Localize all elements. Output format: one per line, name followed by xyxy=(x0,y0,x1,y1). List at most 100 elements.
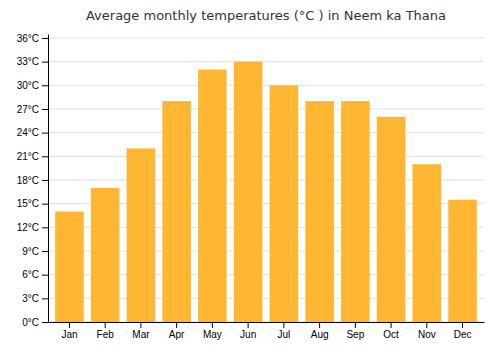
y-tick-mark xyxy=(42,62,48,63)
y-axis-line xyxy=(48,35,49,323)
grid-line xyxy=(48,156,484,157)
y-tick-label: 30°C xyxy=(17,80,39,91)
x-tick-label: Aug xyxy=(311,329,329,340)
bars xyxy=(55,62,477,322)
y-tick: 33°C xyxy=(17,56,48,67)
x-tick-mark xyxy=(462,322,463,328)
bar xyxy=(234,62,263,322)
y-tick-mark xyxy=(42,251,48,252)
x-tick-label: Feb xyxy=(97,329,115,340)
x-tick: Oct xyxy=(383,322,399,340)
x-tick-label: Jul xyxy=(277,329,290,340)
y-tick: 30°C xyxy=(17,80,48,91)
x-tick-mark xyxy=(319,322,320,328)
y-tick-mark xyxy=(42,38,48,39)
y-tick-mark xyxy=(42,156,48,157)
x-tick: Dec xyxy=(454,322,472,340)
bar xyxy=(162,101,191,322)
y-tick: 18°C xyxy=(17,175,48,186)
y-tick: 27°C xyxy=(17,104,48,115)
y-tick: 15°C xyxy=(17,198,48,209)
y-axis: 0°C 3°C 6°C 9°C 12°C 15°C 18°C 21°C 24°C 27°C 30°C… xyxy=(17,33,49,328)
grid-line xyxy=(48,37,484,38)
y-tick-label: 12°C xyxy=(17,222,39,233)
bar xyxy=(305,101,334,322)
x-tick-label: Dec xyxy=(454,329,472,340)
chart: Jan Feb Mar Apr May Jun Jul Aug Sep Oct Nov Dec 0°C 3… xyxy=(0,0,500,350)
bar xyxy=(198,70,227,322)
x-tick-label: Mar xyxy=(132,329,150,340)
grid-line xyxy=(48,85,484,86)
title: Average monthly temperatures (°C ) in Ne… xyxy=(86,8,446,23)
y-tick-label: 27°C xyxy=(17,104,39,115)
x-tick-mark xyxy=(391,322,392,328)
y-tick-mark xyxy=(42,322,48,323)
grid-line xyxy=(48,108,484,109)
y-tick-mark xyxy=(42,85,48,86)
bar xyxy=(127,148,156,322)
y-tick-mark xyxy=(42,298,48,299)
x-tick-mark xyxy=(212,322,213,328)
y-tick: 6°C xyxy=(22,269,48,280)
x-tick-label: Jan xyxy=(61,329,77,340)
y-tick-mark xyxy=(42,227,48,228)
bar xyxy=(91,188,120,322)
y-tick-mark xyxy=(42,180,48,181)
bar xyxy=(377,117,406,322)
y-tick: 0°C xyxy=(22,317,48,328)
x-tick-mark xyxy=(176,322,177,328)
y-tick-label: 3°C xyxy=(22,293,39,304)
x-tick: Jan xyxy=(61,322,77,340)
x-tick-label: May xyxy=(203,329,222,340)
x-tick-label: Nov xyxy=(418,329,436,340)
x-tick: Mar xyxy=(132,322,150,340)
x-tick-mark xyxy=(140,322,141,328)
y-tick: 3°C xyxy=(22,293,48,304)
bar xyxy=(341,101,370,322)
y-tick: 9°C xyxy=(22,246,48,257)
x-tick-label: Apr xyxy=(169,329,185,340)
x-tick: Nov xyxy=(418,322,436,340)
x-tick-mark xyxy=(283,322,284,328)
x-tick: Jul xyxy=(277,322,290,340)
x-tick-mark xyxy=(69,322,70,328)
y-tick-label: 33°C xyxy=(17,56,39,67)
x-tick: Feb xyxy=(97,322,115,340)
y-tick-label: 9°C xyxy=(22,246,39,257)
grid xyxy=(48,38,484,322)
y-tick: 12°C xyxy=(17,222,48,233)
x-tick-label: Sep xyxy=(346,329,364,340)
x-axis-line xyxy=(49,322,485,323)
y-tick-mark xyxy=(42,204,48,205)
grid-line xyxy=(48,61,484,62)
x-tick: Apr xyxy=(169,322,185,340)
y-tick-label: 6°C xyxy=(22,269,39,280)
x-tick-mark xyxy=(105,322,106,328)
y-tick-mark xyxy=(42,275,48,276)
y-tick-label: 24°C xyxy=(17,127,39,138)
bar xyxy=(413,164,442,322)
x-tick-mark xyxy=(248,322,249,328)
y-tick-label: 21°C xyxy=(17,151,39,162)
bar xyxy=(448,200,477,322)
x-tick: Aug xyxy=(311,322,329,340)
x-tick-mark xyxy=(355,322,356,328)
x-tick: Jun xyxy=(240,322,256,340)
y-tick: 24°C xyxy=(17,127,48,138)
x-tick-label: Oct xyxy=(383,329,399,340)
y-tick-mark xyxy=(42,133,48,134)
y-tick-label: 0°C xyxy=(22,317,39,328)
x-tick: May xyxy=(203,322,222,340)
y-tick-label: 15°C xyxy=(17,198,39,209)
x-tick: Sep xyxy=(346,322,364,340)
y-tick: 36°C xyxy=(17,33,48,44)
x-axis: Jan Feb Mar Apr May Jun Jul Aug Sep Oct Nov Dec xyxy=(49,322,485,340)
bar xyxy=(55,212,84,322)
y-tick: 21°C xyxy=(17,151,48,162)
y-tick-mark xyxy=(42,109,48,110)
y-tick-label: 36°C xyxy=(17,33,39,44)
y-tick-label: 18°C xyxy=(17,175,39,186)
bar xyxy=(270,85,299,322)
grid-line xyxy=(48,132,484,133)
x-tick-label: Jun xyxy=(240,329,256,340)
